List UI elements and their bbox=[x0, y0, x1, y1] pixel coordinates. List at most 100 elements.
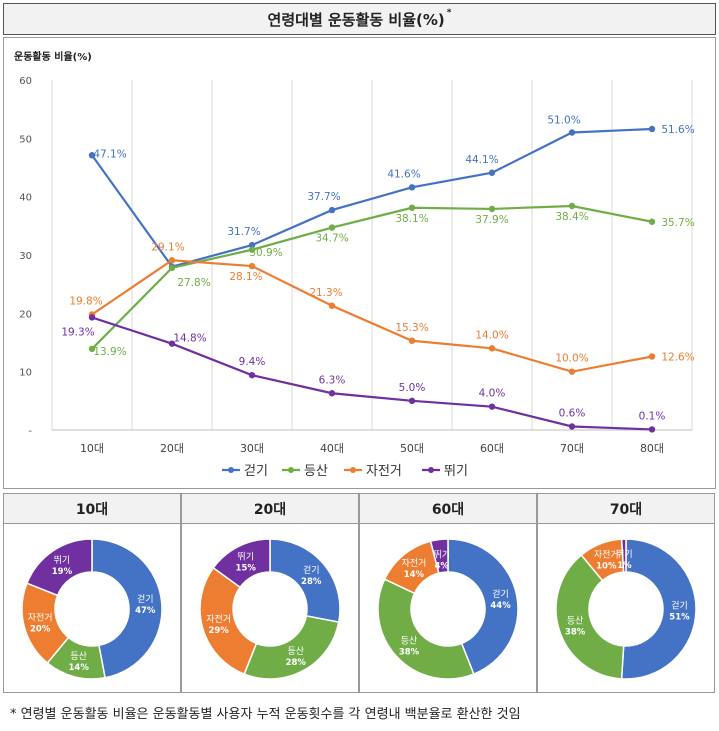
donut-slice-name-run: 뛰기 bbox=[433, 549, 450, 560]
donut-slice-value-hike: 38% bbox=[399, 648, 420, 658]
data-point-hike bbox=[248, 246, 256, 253]
data-point-walk bbox=[88, 152, 96, 159]
pie-title-20s: 20대 bbox=[182, 494, 358, 524]
data-point-hike bbox=[88, 345, 96, 353]
data-point-run bbox=[648, 426, 656, 433]
series-line-bike bbox=[91, 259, 653, 373]
donut-slice-run bbox=[25, 538, 93, 597]
data-label-hike: 37.9% bbox=[475, 214, 508, 226]
data-point-hike bbox=[648, 218, 656, 225]
data-point-bike bbox=[408, 337, 416, 344]
donut-slice-value-hike: 38% bbox=[565, 628, 586, 638]
data-label-walk: 31.7% bbox=[227, 226, 260, 238]
footnote: * 연령별 운동활동 비율은 운동활동별 사용자 누적 운동횟수를 각 연령내 … bbox=[10, 707, 521, 722]
donut-slice-run bbox=[620, 538, 627, 573]
donut-slice-name-run: 뛰기 bbox=[237, 551, 254, 562]
pie-title-60s: 60대 bbox=[360, 494, 536, 524]
data-point-walk bbox=[248, 241, 256, 249]
x-tick-label: 60대 bbox=[480, 442, 504, 455]
pie-panel-10s: 10대 걷기 47% 등산 14% 자전거 20% 뛰기 19% bbox=[3, 493, 181, 693]
data-label-run: 5.0% bbox=[399, 382, 426, 394]
pie-title-10s: 10대 bbox=[4, 494, 180, 524]
data-label-walk: 51.6% bbox=[661, 124, 694, 136]
data-point-bike bbox=[488, 345, 496, 352]
data-label-hike: 38.4% bbox=[555, 211, 588, 223]
data-point-hike bbox=[408, 204, 416, 211]
pie-panel-70s: 70대 걷기 51% 등산 38% 자전거 10% 뛰기 1% bbox=[537, 493, 715, 693]
data-label-bike: 15.3% bbox=[395, 322, 428, 334]
data-label-walk: 44.1% bbox=[465, 154, 498, 166]
data-label-walk: 41.6% bbox=[387, 168, 420, 180]
data-label-hike: 35.7% bbox=[661, 217, 694, 229]
donut-slice-hike bbox=[377, 578, 475, 680]
donut-slice-value-walk: 28% bbox=[301, 577, 322, 587]
data-point-bike bbox=[168, 257, 176, 264]
x-tick-label: 40대 bbox=[320, 442, 344, 455]
data-point-walk bbox=[648, 125, 656, 133]
data-label-bike: 21.3% bbox=[309, 287, 342, 299]
donut-slice-walk bbox=[91, 538, 163, 679]
donut-slice-name-run: 뛰기 bbox=[616, 549, 633, 560]
y-tick-label: 50 bbox=[19, 134, 32, 145]
data-label-hike: 30.9% bbox=[249, 247, 282, 259]
donut-slice-name-walk: 걷기 bbox=[137, 593, 154, 605]
y-axis-label: 운동활동 비율(%) bbox=[14, 50, 92, 63]
donut-slice-name-hike: 등산 bbox=[70, 651, 87, 662]
donut-slice-run bbox=[212, 538, 271, 589]
series-line-hike bbox=[91, 204, 653, 350]
donut-slice-hike bbox=[243, 615, 340, 680]
data-point-walk bbox=[328, 206, 336, 214]
data-label-bike: 14.0% bbox=[475, 329, 508, 341]
y-tick-label: 20 bbox=[19, 309, 32, 320]
y-tick-label: 60 bbox=[19, 76, 32, 87]
x-tick-label: 80대 bbox=[640, 442, 664, 455]
data-point-run bbox=[88, 314, 96, 321]
donut-slice-hike bbox=[555, 554, 625, 680]
y-tick-label: - bbox=[28, 426, 32, 437]
y-tick-label: 10 bbox=[19, 368, 32, 379]
donut-slice-value-hike: 14% bbox=[69, 663, 90, 673]
legend-marker-walk bbox=[228, 467, 234, 473]
donut-slice-name-walk: 걷기 bbox=[492, 588, 509, 600]
donut-slice-walk bbox=[269, 538, 341, 623]
donut-slice-name-hike: 등산 bbox=[401, 636, 418, 647]
pie-chart-row: 10대 걷기 47% 등산 14% 자전거 20% 뛰기 19% 20대 걷기 28% 등산 28%… bbox=[3, 493, 716, 693]
title-footnote-mark: * bbox=[446, 8, 452, 18]
donut-slice-bike bbox=[199, 566, 258, 676]
x-tick-label: 50대 bbox=[400, 442, 424, 455]
data-label-hike: 27.8% bbox=[177, 277, 210, 289]
data-label-run: 19.3% bbox=[61, 326, 94, 338]
chart-title: 연령대별 운동활동 비율(%) bbox=[267, 10, 445, 29]
donut-slice-name-walk: 걷기 bbox=[671, 600, 688, 612]
data-point-hike bbox=[488, 205, 496, 213]
data-label-bike: 12.6% bbox=[661, 352, 694, 364]
data-label-run: 0.1% bbox=[639, 410, 666, 422]
data-label-walk: 37.7% bbox=[307, 191, 340, 203]
data-label-hike: 34.7% bbox=[315, 233, 348, 245]
series-line-walk bbox=[91, 127, 653, 268]
data-point-bike bbox=[648, 353, 656, 360]
data-point-walk bbox=[568, 129, 576, 136]
data-label-bike: 29.1% bbox=[151, 241, 184, 253]
donut-slice-value-walk: 47% bbox=[135, 606, 156, 616]
data-label-hike: 13.9% bbox=[93, 346, 126, 358]
donut-slice-name-hike: 등산 bbox=[287, 646, 304, 657]
series-line-run bbox=[91, 316, 653, 431]
data-label-run: 14.8% bbox=[173, 333, 206, 345]
data-label-run: 9.4% bbox=[239, 356, 266, 368]
data-label-hike: 38.1% bbox=[395, 213, 428, 225]
chart-title-bar: 연령대별 운동활동 비율(%) * bbox=[3, 3, 716, 35]
data-point-walk bbox=[408, 184, 416, 191]
x-tick-label: 10대 bbox=[80, 442, 104, 455]
data-point-hike bbox=[568, 202, 576, 210]
donut-slice-run bbox=[429, 538, 449, 575]
legend-marker-bike bbox=[350, 467, 356, 473]
donut-slice-name-run: 뛰기 bbox=[54, 555, 71, 566]
data-point-hike bbox=[328, 224, 336, 231]
donut-slice-value-bike: 29% bbox=[208, 626, 229, 636]
data-label-bike: 28.1% bbox=[229, 271, 262, 283]
data-point-bike bbox=[248, 262, 256, 270]
data-label-run: 0.6% bbox=[559, 408, 586, 420]
line-chart-panel: 운동활동 비율(%) - 10 20 30 40 50 60 10대 20대 30대 40대 50대 60… bbox=[3, 37, 716, 489]
